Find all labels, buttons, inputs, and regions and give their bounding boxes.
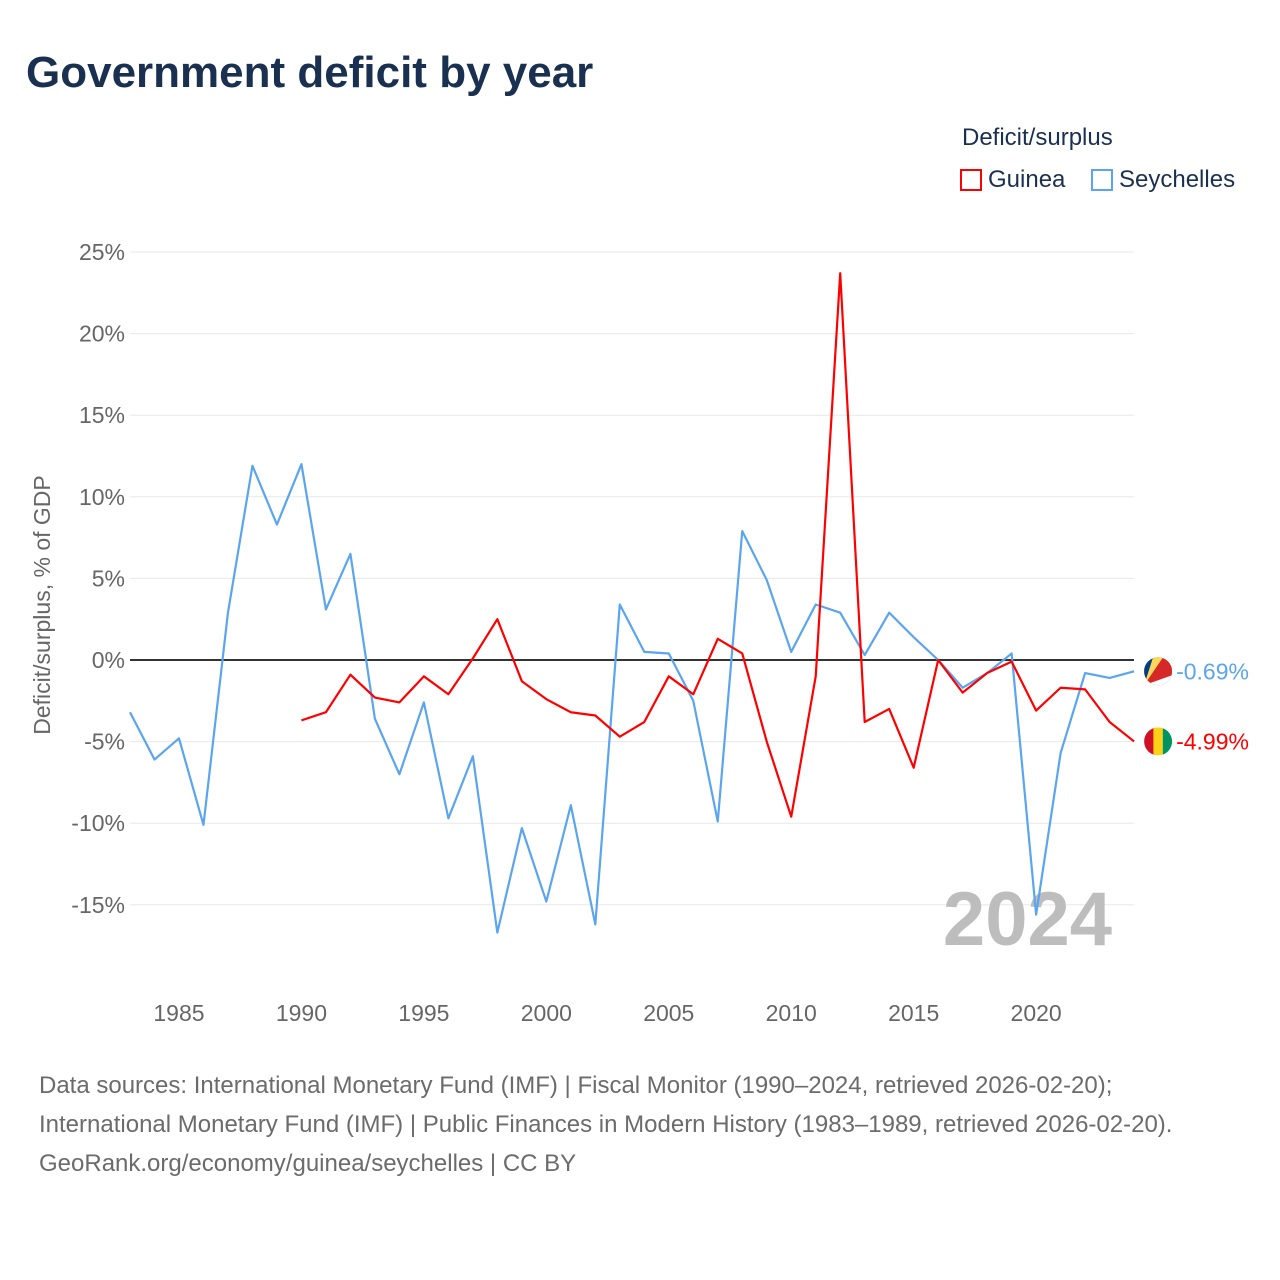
year-watermark: 2024	[943, 877, 1112, 962]
legend-title: Deficit/surplus	[962, 124, 1113, 151]
legend-label-guinea: Guinea	[988, 166, 1066, 193]
y-tick-label: 15%	[79, 402, 125, 428]
x-tick-label: 2020	[1011, 1000, 1062, 1026]
end-label-seychelles: -0.69%	[1176, 658, 1249, 684]
y-tick-label: 10%	[79, 484, 125, 510]
x-tick-label: 1995	[398, 1000, 449, 1026]
y-axis-label: Deficit/surplus, % of GDP	[29, 475, 55, 734]
x-tick-label: 2015	[888, 1000, 939, 1026]
legend-label-seychelles: Seychelles	[1119, 166, 1236, 193]
x-tick-label: 2000	[521, 1000, 572, 1026]
y-tick-label: 20%	[79, 321, 125, 347]
x-tick-label: 2010	[766, 1000, 817, 1026]
attribution-link[interactable]: GeoRank.org/economy/guinea/seychelles | …	[39, 1150, 577, 1177]
flag-guinea-icon	[1144, 727, 1173, 756]
flag-seychelles-icon	[1144, 657, 1173, 686]
chart-title: Government deficit by year	[26, 48, 594, 97]
legend-swatch-guinea	[960, 169, 982, 191]
sources: Data sources: International Monetary Fun…	[39, 1066, 1239, 1183]
series-line-seychelles	[129, 463, 1135, 934]
x-tick-label: 1985	[153, 1000, 204, 1026]
series-line-guinea	[301, 272, 1135, 818]
y-tick-label: -5%	[84, 729, 125, 755]
y-tick-label: 0%	[92, 647, 125, 673]
legend-item-seychelles[interactable]: Seychelles	[1091, 166, 1235, 194]
end-label-guinea: -4.99%	[1176, 728, 1249, 754]
x-tick-label: 1990	[276, 1000, 327, 1026]
y-tick-label: -15%	[71, 892, 125, 918]
legend-swatch-seychelles	[1091, 169, 1113, 191]
y-tick-label: 25%	[79, 239, 125, 265]
data-sources-text: Data sources: International Monetary Fun…	[39, 1072, 1173, 1138]
y-tick-label: 5%	[92, 565, 125, 591]
chart-area: 25% 20% 15% 10% 5% 0% -5% -10% -15% 1985 1990 1995 2…	[29, 239, 1249, 1026]
legend-item-guinea[interactable]: Guinea	[960, 166, 1065, 194]
x-tick-label: 2005	[643, 1000, 694, 1026]
y-tick-label: -10%	[71, 810, 125, 836]
